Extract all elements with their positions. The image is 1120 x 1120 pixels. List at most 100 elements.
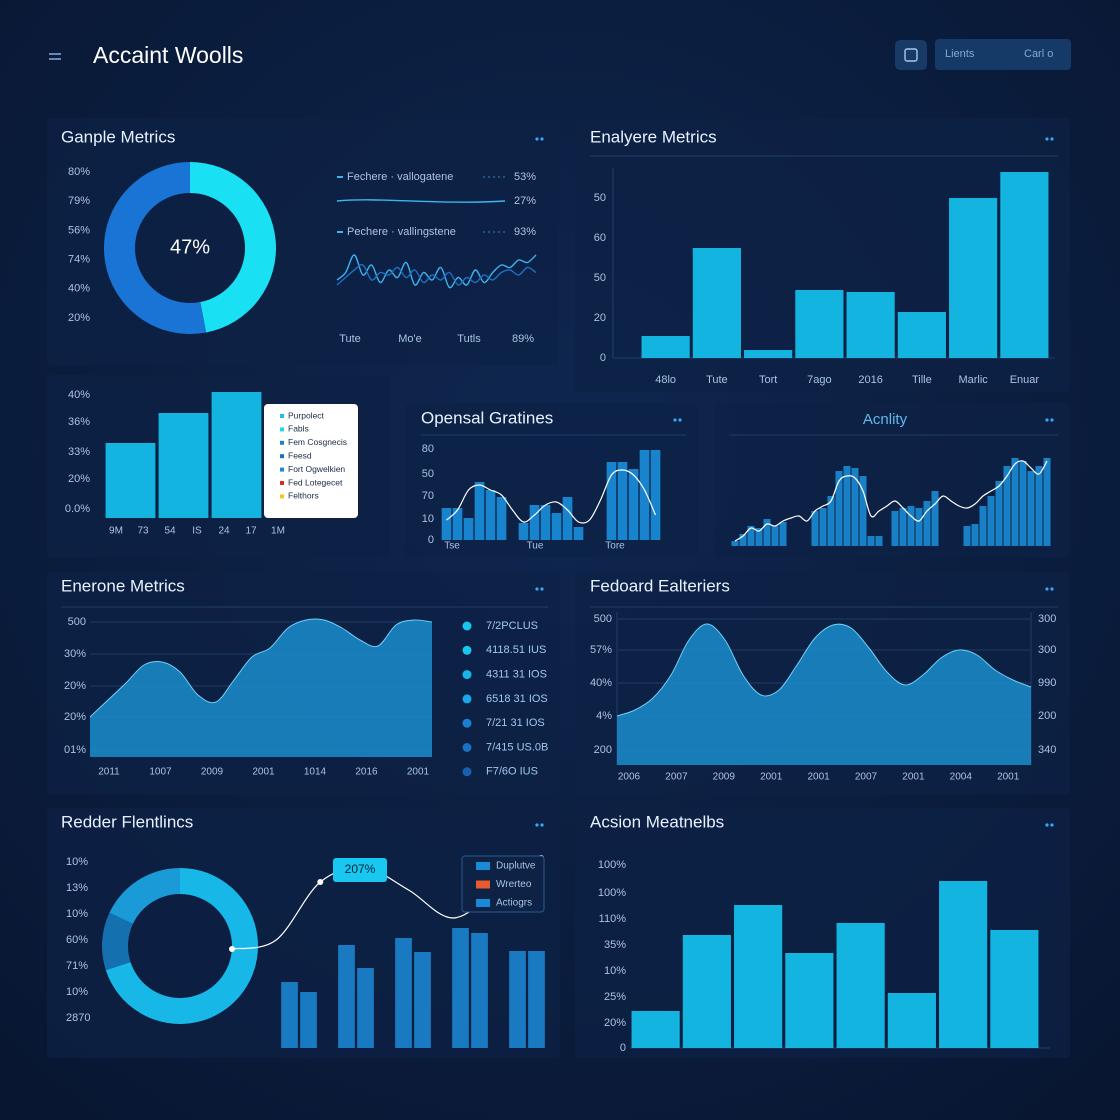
bar bbox=[995, 481, 1003, 546]
menu-dot[interactable] bbox=[535, 137, 539, 141]
bar bbox=[518, 523, 529, 540]
menu-dot[interactable] bbox=[1050, 587, 1054, 591]
menu-dot[interactable] bbox=[1050, 823, 1054, 827]
x-tick-label: 2001 bbox=[902, 772, 925, 783]
line bbox=[734, 460, 1048, 542]
menu-dot[interactable] bbox=[1045, 137, 1049, 141]
menu-dot[interactable] bbox=[540, 823, 544, 827]
legend-label: Fed Lotegecet bbox=[288, 477, 343, 487]
legend-label: Purpolect bbox=[288, 410, 325, 420]
bar bbox=[105, 443, 156, 518]
y-tick-label: 340 bbox=[1038, 744, 1056, 756]
y-tick-label: 0 bbox=[620, 1042, 626, 1054]
legend-label: Feesd bbox=[288, 450, 312, 460]
legend-dot bbox=[462, 694, 472, 704]
bar bbox=[939, 881, 988, 1048]
bar bbox=[692, 248, 741, 358]
icon-button[interactable] bbox=[895, 40, 927, 70]
bar bbox=[836, 923, 885, 1048]
bar bbox=[496, 497, 507, 540]
legend-label: Pechere · vallingstene bbox=[347, 226, 456, 238]
bar bbox=[771, 526, 779, 546]
x-tick-label: 1M bbox=[271, 526, 285, 537]
bar bbox=[639, 450, 650, 540]
x-tick-label: Tutls bbox=[457, 333, 481, 345]
panel-title: Acsion Meatnelbs bbox=[590, 812, 724, 831]
legend-swatch bbox=[280, 427, 284, 432]
bar bbox=[441, 508, 452, 540]
bar bbox=[843, 466, 851, 546]
menu-dot[interactable] bbox=[540, 587, 544, 591]
legend-dot bbox=[462, 767, 472, 777]
legend-label: Wrerteo bbox=[496, 879, 532, 890]
menu-dot[interactable] bbox=[1045, 587, 1049, 591]
donut-center-label: 47% bbox=[170, 236, 210, 258]
menu-dot[interactable] bbox=[535, 823, 539, 827]
bar bbox=[923, 501, 931, 546]
bar bbox=[779, 522, 787, 546]
x-tick-label: 1014 bbox=[304, 767, 327, 778]
x-tick-label: 2006 bbox=[618, 772, 641, 783]
x-tick-label: Tue bbox=[527, 541, 544, 552]
bag-icon bbox=[904, 48, 918, 62]
bar bbox=[300, 992, 317, 1048]
y-tick-label: 20 bbox=[594, 312, 606, 324]
bar bbox=[528, 951, 545, 1048]
legend-swatch bbox=[280, 414, 284, 418]
search-box[interactable] bbox=[935, 39, 1071, 70]
bar bbox=[899, 508, 907, 546]
bar bbox=[357, 968, 374, 1048]
menu-dot[interactable] bbox=[678, 418, 682, 422]
y-tick-label: 300 bbox=[1038, 613, 1056, 625]
bar bbox=[509, 951, 526, 1048]
menu-dot[interactable] bbox=[1050, 137, 1054, 141]
menu-dot[interactable] bbox=[1050, 418, 1054, 422]
bar bbox=[682, 935, 731, 1048]
panel-title: Acnlity bbox=[863, 411, 908, 428]
y-tick-label: 50 bbox=[422, 468, 434, 480]
panel-menus bbox=[535, 137, 1054, 827]
bar bbox=[949, 198, 998, 358]
y-tick-label: 40% bbox=[68, 389, 90, 401]
y-tick-label: 20% bbox=[604, 1017, 626, 1029]
side-label: 74% bbox=[68, 254, 90, 266]
bar bbox=[463, 518, 474, 540]
bar bbox=[907, 506, 915, 546]
menu-dot[interactable] bbox=[535, 587, 539, 591]
y-tick-label: 70 bbox=[422, 490, 434, 502]
menu-dot[interactable] bbox=[673, 418, 677, 422]
panel-title: Redder Flentlincs bbox=[61, 812, 193, 831]
x-tick-label: 2007 bbox=[665, 772, 688, 783]
x-tick-label: 2016 bbox=[858, 374, 882, 386]
menu-dot[interactable] bbox=[540, 137, 544, 141]
side-label: 20% bbox=[68, 312, 90, 324]
legend-label: 4118.51 IUS bbox=[486, 644, 546, 656]
bar bbox=[606, 462, 617, 540]
legend-label: Fem Cosgnecis bbox=[288, 437, 347, 447]
header-button[interactable]: Carl o bbox=[1024, 48, 1053, 60]
bar bbox=[971, 524, 979, 546]
y-tick-label: 33% bbox=[68, 446, 90, 458]
x-tick-label: Mo'e bbox=[398, 333, 422, 345]
legend-value: 27% bbox=[514, 195, 536, 207]
bar bbox=[562, 497, 573, 540]
bar bbox=[281, 982, 298, 1048]
bar bbox=[931, 491, 939, 546]
menu-dot[interactable] bbox=[1045, 418, 1049, 422]
y-tick-label: 10 bbox=[422, 513, 434, 525]
menu-dot[interactable] bbox=[1045, 823, 1049, 827]
y-tick-label: 200 bbox=[1038, 710, 1056, 722]
side-label: 79% bbox=[68, 195, 90, 207]
x-tick-label: 54 bbox=[164, 526, 176, 537]
y-tick-label: 20% bbox=[68, 473, 90, 485]
x-tick-label: Tort bbox=[759, 374, 777, 386]
bar bbox=[1003, 466, 1011, 546]
bar bbox=[739, 534, 747, 546]
header: Accaint Woolls Lients Carl o bbox=[49, 39, 1071, 70]
bar bbox=[979, 506, 987, 546]
area-edge bbox=[89, 618, 433, 718]
callout-box bbox=[333, 858, 387, 882]
x-tick-label: 1007 bbox=[149, 767, 172, 778]
bar bbox=[211, 392, 262, 518]
